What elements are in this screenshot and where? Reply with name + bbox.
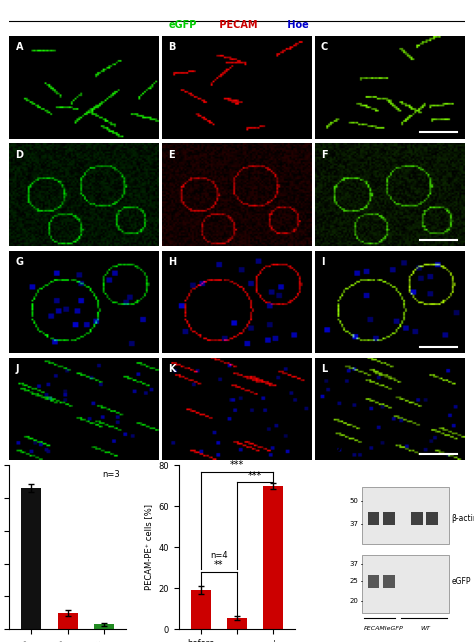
Bar: [21, 489, 41, 629]
Bar: [264, 486, 283, 629]
FancyBboxPatch shape: [368, 575, 379, 588]
Text: L: L: [321, 364, 327, 374]
Text: I: I: [321, 257, 324, 267]
FancyBboxPatch shape: [362, 555, 449, 612]
Text: C: C: [321, 42, 328, 53]
FancyBboxPatch shape: [383, 575, 394, 588]
Y-axis label: PECAM-PE⁺ cells [%]: PECAM-PE⁺ cells [%]: [144, 504, 153, 590]
Text: B: B: [168, 42, 175, 53]
Text: **: **: [214, 560, 224, 570]
FancyBboxPatch shape: [426, 512, 438, 525]
FancyBboxPatch shape: [411, 512, 422, 525]
Bar: [58, 612, 78, 629]
Text: PECAM: PECAM: [216, 20, 258, 30]
Text: n=3: n=3: [102, 471, 120, 480]
Text: β-actin: β-actin: [452, 514, 474, 523]
Text: 37: 37: [349, 521, 358, 527]
Text: E: E: [168, 150, 175, 160]
Text: N: N: [146, 442, 156, 455]
FancyBboxPatch shape: [383, 512, 394, 525]
Text: ***: ***: [230, 460, 244, 471]
Text: n=4: n=4: [210, 551, 228, 560]
Bar: [227, 618, 247, 629]
Text: J: J: [16, 364, 19, 374]
Text: K: K: [168, 364, 176, 374]
Text: F: F: [321, 150, 328, 160]
Text: WT: WT: [421, 626, 431, 631]
Text: eGFP: eGFP: [168, 20, 197, 30]
Text: Hoe: Hoe: [284, 20, 309, 30]
Bar: [94, 624, 114, 629]
FancyBboxPatch shape: [368, 512, 379, 525]
Text: PECAMIeGFP: PECAMIeGFP: [364, 626, 403, 631]
Text: 25: 25: [350, 578, 358, 584]
FancyBboxPatch shape: [362, 487, 449, 544]
Text: ***: ***: [248, 471, 262, 481]
Text: D: D: [16, 150, 24, 160]
Text: eGFP: eGFP: [452, 577, 471, 586]
Text: A: A: [16, 42, 23, 53]
Text: O: O: [330, 442, 341, 455]
Text: 37: 37: [349, 561, 358, 567]
Bar: [191, 590, 210, 629]
Text: G: G: [16, 257, 24, 267]
Text: 20: 20: [349, 598, 358, 604]
Text: H: H: [168, 257, 176, 267]
Text: 50: 50: [349, 498, 358, 504]
